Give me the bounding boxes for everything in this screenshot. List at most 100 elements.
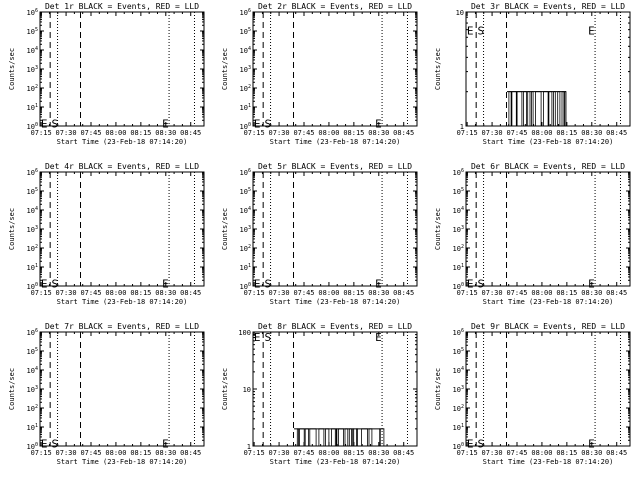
y-axis-label: Counts/sec [434, 368, 442, 410]
y-tick-label: 101 [27, 423, 38, 432]
y-tick-label: 103 [453, 385, 464, 394]
panel-det3r: Det 3r BLACK = Events, RED = LLD 1 10 07:15… [434, 2, 631, 146]
y-tick-label: 106 [240, 168, 251, 177]
x-tick-label: 07:45 [293, 449, 314, 457]
x-tick-label: 07:15 [31, 449, 52, 457]
x-tick-label: 08:00 [531, 449, 552, 457]
x-tick-label: 07:15 [31, 129, 52, 137]
marker-s: S [264, 331, 271, 344]
plot-frame [465, 331, 631, 447]
y-tick-label: 101 [240, 103, 251, 112]
x-tick-label: 08:30 [368, 129, 389, 137]
y-tick-label: 105 [453, 187, 464, 196]
marker-s: S [264, 118, 271, 131]
x-axis-label: Start Time (23-Feb-18 07:14:20) [270, 458, 401, 466]
y-axis-label: Counts/sec [8, 368, 16, 410]
x-tick-label: 08:15 [556, 129, 577, 137]
marker-e: E [467, 25, 474, 38]
marker-e: E [254, 278, 261, 291]
y-tick-label: 103 [27, 65, 38, 74]
x-axis-label: Start Time (23-Feb-18 07:14:20) [57, 138, 188, 146]
x-tick-label: 08:15 [556, 289, 577, 297]
x-axis-label: Start Time (23-Feb-18 07:14:20) [57, 298, 188, 306]
x-tick-label: 08:00 [318, 449, 339, 457]
marker-e: E [41, 278, 48, 291]
x-tick-label: 08:30 [368, 289, 389, 297]
events-trace [294, 428, 385, 447]
panel-det5r: Det 5r BLACK = Events, RED = LLD 100 101 10… [221, 162, 418, 306]
y-tick-label: 106 [453, 168, 464, 177]
marker-s: S [264, 278, 271, 291]
y-tick-label: 101 [453, 423, 464, 432]
x-tick-label: 08:45 [606, 449, 627, 457]
x-tick-label: 08:45 [393, 129, 414, 137]
y-tick-label: 101 [240, 263, 251, 272]
x-tick-label: 08:30 [368, 449, 389, 457]
x-tick-label: 07:15 [457, 289, 478, 297]
marker-e: E [41, 118, 48, 131]
marker-e: E [467, 278, 474, 291]
x-tick-label: 08:15 [130, 129, 151, 137]
x-tick-label: 08:00 [318, 129, 339, 137]
marker-e: E [588, 278, 595, 291]
y-tick-label: 102 [453, 244, 464, 253]
x-tick-label: 07:45 [80, 449, 101, 457]
y-tick-label: 103 [27, 385, 38, 394]
y-tick-label: 106 [27, 8, 38, 17]
marker-s: S [477, 438, 484, 451]
y-tick-label: 105 [453, 347, 464, 356]
y-tick-label: 102 [453, 404, 464, 413]
x-tick-label: 07:30 [482, 129, 503, 137]
x-tick-label: 07:45 [293, 129, 314, 137]
plot-frame [39, 171, 205, 287]
x-tick-label: 08:00 [318, 289, 339, 297]
marker-e: E [254, 118, 261, 131]
x-axis-label: Start Time (23-Feb-18 07:14:20) [483, 458, 614, 466]
y-tick-label: 100 [27, 282, 38, 291]
y-tick-label: 105 [27, 187, 38, 196]
plot-title: Det 1r BLACK = Events, RED = LLD [45, 2, 199, 11]
y-tick-label: 101 [27, 263, 38, 272]
x-tick-label: 07:45 [506, 129, 527, 137]
y-axis-label: Counts/sec [434, 208, 442, 250]
x-tick-label: 08:30 [581, 449, 602, 457]
marker-e: E [162, 438, 169, 451]
y-tick-label: 101 [27, 103, 38, 112]
y-tick-label: 106 [27, 328, 38, 337]
x-tick-label: 08:30 [155, 129, 176, 137]
x-axis-label: Start Time (23-Feb-18 07:14:20) [483, 138, 614, 146]
y-axis-label: Counts/sec [434, 48, 442, 90]
y-tick-label: 105 [27, 27, 38, 36]
x-tick-label: 08:15 [130, 449, 151, 457]
x-tick-label: 08:15 [556, 449, 577, 457]
marker-e: E [375, 118, 382, 131]
x-tick-label: 08:15 [343, 289, 364, 297]
x-tick-label: 07:30 [269, 129, 290, 137]
y-tick-label: 1 [247, 443, 251, 451]
x-tick-label: 08:00 [105, 289, 126, 297]
x-tick-label: 08:45 [393, 449, 414, 457]
x-tick-label: 08:00 [105, 129, 126, 137]
y-tick-label: 10 [243, 386, 251, 394]
panel-det8r: Det 8r BLACK = Events, RED = LLD 1 10 100 07… [221, 322, 418, 466]
x-tick-label: 08:30 [155, 449, 176, 457]
plot-title: Det 6r BLACK = Events, RED = LLD [471, 162, 625, 171]
x-tick-label: 07:15 [457, 129, 478, 137]
plot-title: Det 8r BLACK = Events, RED = LLD [258, 322, 412, 331]
x-axis-label: Start Time (23-Feb-18 07:14:20) [483, 298, 614, 306]
x-tick-label: 08:15 [343, 129, 364, 137]
y-tick-label: 106 [27, 168, 38, 177]
y-axis-label: Counts/sec [221, 208, 229, 250]
plot-frame [252, 171, 418, 287]
plot-title: Det 3r BLACK = Events, RED = LLD [471, 2, 625, 11]
x-tick-label: 07:45 [506, 289, 527, 297]
x-tick-label: 08:45 [180, 449, 201, 457]
y-tick-label: 104 [27, 206, 38, 215]
x-tick-label: 07:15 [244, 449, 265, 457]
x-tick-label: 08:00 [105, 449, 126, 457]
panel-det7r: Det 7r BLACK = Events, RED = LLD 100 101 10… [8, 322, 205, 466]
x-tick-label: 07:30 [482, 449, 503, 457]
y-tick-label: 100 [27, 122, 38, 131]
marker-e: E [41, 438, 48, 451]
